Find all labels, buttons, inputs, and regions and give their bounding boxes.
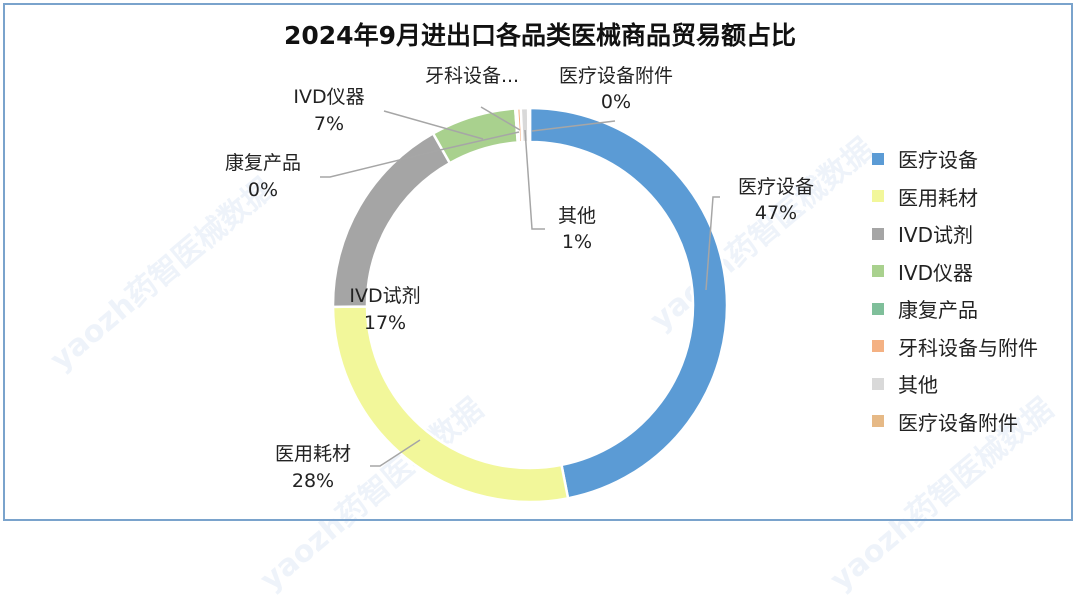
legend-swatch — [872, 152, 884, 165]
donut-slice-1[interactable] — [331, 305, 570, 504]
label-name-ivd-reagent: IVD试剂 — [349, 285, 420, 307]
legend-item[interactable]: 其他 — [872, 365, 1038, 403]
label-name-ivd-instrument: IVD仪器 — [293, 86, 364, 108]
label-value-rehab: 0% — [248, 179, 278, 201]
legend-swatch — [872, 302, 884, 315]
legend-label: 其他 — [898, 373, 938, 398]
leader-line-medical-equipment — [705, 196, 720, 291]
legend-item[interactable]: IVD试剂 — [872, 215, 1038, 253]
legend-item[interactable]: 医疗设备 — [872, 140, 1038, 178]
label-name-consumables: 医用耗材 — [275, 443, 351, 465]
leader-line-other — [524, 129, 545, 230]
legend: 医疗设备 医用耗材 IVD试剂 IVD仪器 康复产品 牙科设备与附件 其他 医疗… — [872, 140, 1038, 440]
legend-label: IVD试剂 — [898, 223, 973, 248]
legend-swatch — [872, 415, 884, 428]
legend-swatch — [872, 227, 884, 240]
donut-slice-7[interactable] — [526, 106, 532, 144]
label-value-ivd-instrument: 7% — [314, 113, 344, 135]
label-value-consumables: 28% — [292, 470, 334, 492]
leader-line-rehab — [320, 131, 520, 178]
donut-chart: 医疗设备 47% 医用耗材 28% IVD试剂 17% IVD仪器 7% 康复产… — [225, 65, 814, 504]
legend-label: 医用耗材 — [898, 185, 978, 210]
chart-title: 2024年9月进出口各品类医械商品贸易额占比 — [284, 21, 796, 50]
label-name-rehab: 康复产品 — [225, 152, 301, 174]
legend-label: 牙科设备与附件 — [898, 335, 1038, 360]
chart-frame — [3, 3, 1073, 521]
legend-item[interactable]: 医用耗材 — [872, 178, 1038, 216]
leader-line-dental — [480, 106, 521, 131]
label-name-medical-equipment: 医疗设备 — [738, 176, 814, 198]
label-value-other: 1% — [562, 231, 592, 253]
leader-line-consumables — [370, 439, 421, 467]
leader-lines — [320, 106, 720, 467]
donut-slice-2[interactable] — [331, 131, 452, 309]
legend-label: IVD仪器 — [898, 260, 973, 285]
legend-swatch — [872, 190, 884, 203]
label-value-medical-equipment: 47% — [755, 202, 797, 224]
data-labels: 医疗设备 47% 医用耗材 28% IVD试剂 17% IVD仪器 7% 康复产… — [225, 65, 814, 492]
leader-line-device-accessory — [531, 120, 616, 132]
leader-line-ivd-instrument — [383, 110, 484, 140]
legend-swatch — [872, 340, 884, 353]
legend-item[interactable]: 康复产品 — [872, 290, 1038, 328]
legend-item[interactable]: 牙科设备与附件 — [872, 328, 1038, 366]
donut-slices — [331, 106, 729, 504]
legend-item[interactable]: IVD仪器 — [872, 253, 1038, 291]
legend-item[interactable]: 医疗设备附件 — [872, 403, 1038, 441]
label-value-device-accessory: 0% — [601, 91, 631, 113]
donut-slice-0[interactable] — [528, 106, 729, 500]
legend-swatch — [872, 265, 884, 278]
label-value-ivd-reagent: 17% — [364, 312, 406, 334]
label-name-other: 其他 — [558, 205, 596, 227]
label-name-device-accessory: 医疗设备附件 — [559, 65, 673, 87]
label-name-dental: 牙科设备... — [425, 65, 519, 87]
legend-swatch — [872, 377, 884, 390]
legend-label: 医疗设备 — [898, 148, 978, 173]
legend-label: 医疗设备附件 — [898, 410, 1018, 435]
legend-label: 康复产品 — [898, 298, 978, 323]
